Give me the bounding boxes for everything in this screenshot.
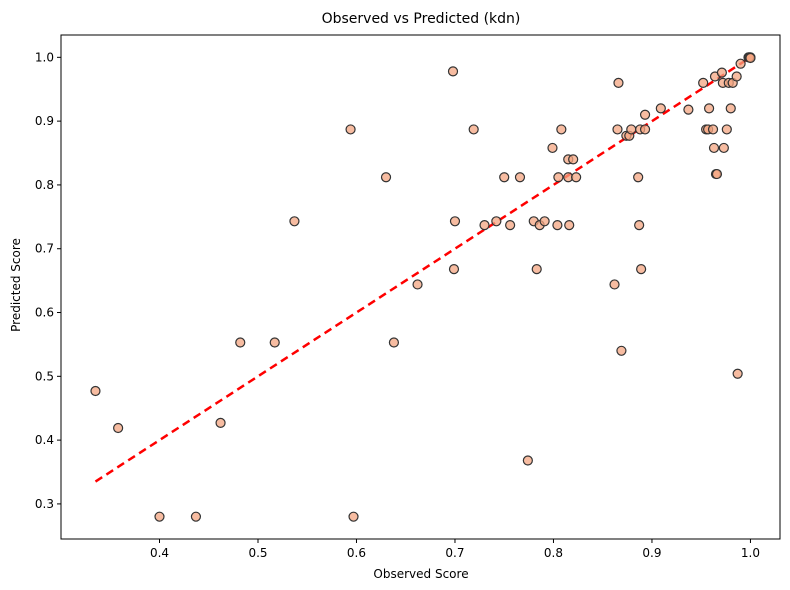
y-tick-label: 0.8 — [35, 178, 54, 192]
y-tick-label: 0.9 — [35, 114, 54, 128]
scatter-point — [113, 422, 124, 434]
scatter-point — [345, 124, 356, 135]
x-tick-label: 0.7 — [445, 546, 464, 560]
scatter-point — [707, 124, 719, 135]
x-axis-ticks: 0.4 0.5 0.6 0.7 0.8 0.9 1.0 — [150, 539, 760, 560]
scatter-point — [564, 220, 575, 231]
x-tick-label: 0.4 — [150, 546, 169, 560]
scatter-point — [613, 77, 624, 88]
x-tick-label: 1.0 — [741, 546, 760, 560]
scatter-point — [571, 172, 582, 183]
scatter-point — [636, 264, 647, 275]
scatter-point — [626, 124, 637, 135]
scatter-point — [639, 124, 651, 135]
scatter-point — [639, 109, 651, 120]
scatter-point — [616, 345, 627, 356]
scatter-point — [448, 264, 460, 275]
scatter-point — [215, 417, 226, 428]
scatter-point — [269, 337, 280, 348]
scatter-point — [289, 216, 300, 227]
scatter-point — [388, 337, 400, 348]
scatter-point — [547, 142, 558, 154]
scatter-point — [711, 168, 723, 180]
scatter-point — [683, 104, 694, 115]
scatter-point — [609, 279, 620, 290]
y-tick-label: 0.5 — [35, 369, 54, 383]
scatter-point — [732, 368, 743, 379]
scatter-point — [716, 67, 727, 78]
scatter-point — [499, 172, 510, 183]
scatter-point — [735, 58, 746, 69]
scatter-point — [731, 71, 742, 82]
x-tick-label: 0.5 — [248, 546, 267, 560]
scatter-point — [539, 216, 550, 227]
scatter-point — [514, 172, 526, 183]
scatter-point — [708, 142, 720, 154]
scatter-point — [633, 172, 644, 183]
scatter-point — [491, 216, 502, 227]
x-tick-label: 0.6 — [347, 546, 366, 560]
y-tick-label: 0.4 — [35, 433, 54, 447]
plot-area-frame — [60, 34, 781, 540]
scatter-point — [634, 220, 645, 231]
scatter-point — [479, 220, 490, 231]
y-tick-label: 1.0 — [35, 50, 54, 64]
scatter-point — [745, 52, 756, 64]
y-tick-label: 0.3 — [35, 497, 54, 511]
scatter-point — [468, 124, 479, 135]
scatter-point — [568, 154, 579, 165]
x-tick-label: 0.9 — [642, 546, 661, 560]
scatter-point — [721, 124, 732, 135]
data-points — [90, 52, 756, 522]
scatter-point — [698, 77, 709, 88]
scatter-point — [522, 455, 533, 466]
scatter-point — [531, 264, 542, 275]
y-tick-label: 0.7 — [35, 242, 54, 256]
y-axis-ticks: 0.3 0.4 0.5 0.6 0.7 0.8 0.9 1.0 — [35, 50, 61, 511]
scatter-point — [612, 124, 623, 135]
scatter-point — [348, 511, 359, 522]
scatter-point — [725, 103, 736, 114]
scatter-point — [235, 337, 246, 348]
scatter-point — [90, 385, 101, 397]
y-tick-label: 0.6 — [35, 306, 54, 320]
scatter-point — [718, 142, 729, 154]
y-axis-label: Predicted Score — [9, 238, 23, 332]
scatter-point — [655, 103, 666, 114]
x-tick-label: 0.8 — [544, 546, 563, 560]
scatter-point — [447, 66, 459, 77]
x-axis-label: Observed Score — [373, 567, 468, 581]
scatter-point — [412, 279, 423, 290]
scatter-point — [553, 172, 564, 183]
chart-title: Observed vs Predicted (kdn) — [322, 11, 521, 27]
scatter-point — [190, 511, 202, 522]
scatter-point — [703, 103, 715, 114]
scatter-point — [505, 220, 516, 231]
scatter-point — [154, 511, 165, 522]
scatter-point — [556, 124, 567, 135]
scatter-point — [552, 220, 563, 231]
scatter-point — [449, 216, 461, 227]
scatter-point — [380, 172, 392, 183]
